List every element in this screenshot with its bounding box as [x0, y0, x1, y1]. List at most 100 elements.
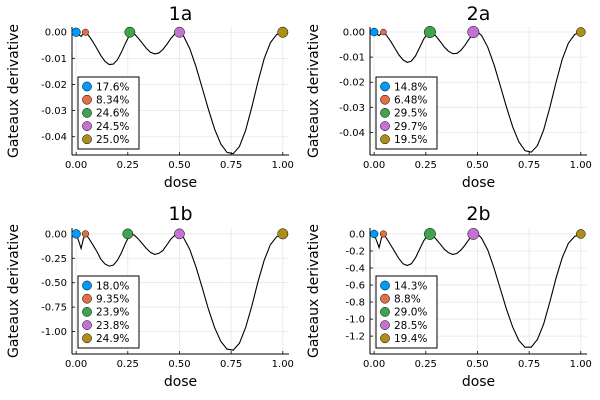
derivative-curve: [373, 232, 582, 348]
y-axis-label: Gateaux derivative: [6, 224, 22, 358]
x-tick-label: 0.00: [65, 359, 87, 370]
legend-label: 24.9%: [96, 333, 129, 345]
point-s2: [81, 28, 89, 36]
point-s4: [467, 26, 480, 39]
legend-label: 8.34%: [96, 95, 129, 107]
panel-title: 1b: [168, 203, 192, 225]
point-s5: [576, 229, 586, 239]
y-tick-label: -0.03: [41, 106, 67, 117]
x-tick-label: 0.75: [518, 160, 540, 171]
y-tick-label: -0.01: [41, 54, 67, 65]
legend-marker: [380, 108, 390, 118]
point-s1: [369, 229, 379, 239]
legend-label: 25.0%: [96, 134, 129, 146]
legend-marker: [380, 307, 390, 317]
legend-label: 18.0%: [96, 280, 129, 292]
panel-title: 2a: [467, 3, 491, 25]
point-s3: [122, 228, 134, 240]
point-s3: [124, 26, 136, 38]
legend-marker: [82, 81, 92, 92]
point-s1: [71, 27, 81, 37]
y-tick-label: -0.8: [345, 298, 365, 309]
x-axis-label: dose: [164, 374, 197, 390]
legend-marker: [82, 320, 92, 330]
point-s5: [277, 26, 289, 38]
legend-label: 19.4%: [394, 333, 427, 345]
derivative-curve: [75, 232, 284, 351]
y-tick-label: 0.0: [349, 229, 365, 240]
point-s4: [467, 228, 480, 240]
y-tick-label: -0.4: [345, 264, 365, 275]
x-tick-label: 0.25: [117, 160, 139, 171]
legend-marker: [380, 293, 390, 304]
legend-label: 29.5%: [394, 108, 427, 120]
y-tick-label: -0.2: [345, 246, 365, 257]
y-tick-label: 0.00: [45, 229, 67, 240]
legend-label: 23.9%: [96, 307, 129, 319]
x-tick-label: 0.50: [168, 359, 190, 370]
legend-marker: [82, 293, 92, 304]
y-tick-label: -0.25: [41, 254, 67, 265]
x-tick-label: 1.00: [570, 160, 592, 171]
legend-marker: [82, 94, 92, 105]
y-tick-label: -0.04: [41, 132, 67, 143]
legend: 18.0% 9.35%23.9%23.8%24.9%: [77, 275, 140, 349]
legend-label: 29.0%: [394, 307, 427, 319]
x-tick-label: 0.75: [518, 359, 540, 370]
point-s2: [81, 230, 90, 238]
panel-2b: 0.00 0.25 0.50 0.75 1.00 0.0 -0.2 -0.4 -0.6 -0.8 -…: [306, 203, 592, 390]
legend-marker: [82, 134, 92, 145]
y-tick-label: 0.00: [45, 28, 67, 39]
legend-label: 24.5%: [96, 121, 129, 133]
legend-marker: [380, 333, 390, 344]
legend: 14.8% 6.48%29.5%29.7%19.5%: [375, 76, 438, 150]
panel-2a: 0.00 0.25 0.50 0.75 1.00 0.00 -0.01 -0.02 -0.03 -…: [306, 3, 592, 191]
point-s5: [576, 27, 586, 37]
legend-marker: [380, 81, 390, 92]
legend-marker: [380, 280, 390, 291]
y-tick-label: -1.0: [345, 315, 365, 326]
x-tick-label: 0.75: [220, 160, 242, 171]
x-tick-label: 0.00: [65, 160, 87, 171]
point-s1: [369, 27, 379, 37]
legend-label: 24.6%: [96, 108, 129, 120]
y-tick-label: -0.6: [345, 281, 365, 292]
x-tick-label: 0.00: [363, 160, 385, 171]
panel-1a: 0.00 0.25 0.50 0.75 1.00 0.00 -0.01 -0.02 -0.03 -…: [6, 3, 294, 191]
y-axis-label: Gateaux derivative: [306, 24, 322, 158]
legend: 17.6% 8.34%24.6%24.5%25.0%: [77, 76, 140, 150]
y-tick-label: -0.01: [339, 53, 365, 64]
legend-label: 6.48%: [394, 95, 427, 107]
point-s2: [379, 230, 387, 238]
x-tick-label: 0.25: [415, 359, 437, 370]
y-axis-label: Gateaux derivative: [306, 224, 322, 358]
point-s5: [277, 228, 289, 240]
point-s2: [380, 28, 387, 36]
legend-label: 19.5%: [394, 134, 427, 146]
x-tick-label: 0.25: [117, 359, 139, 370]
legend-marker: [380, 94, 390, 105]
point-s4: [174, 228, 185, 240]
legend-marker: [82, 307, 92, 317]
x-tick-label: 0.25: [415, 160, 437, 171]
x-tick-label: 1.00: [570, 359, 592, 370]
legend-marker: [82, 108, 92, 118]
point-s3: [423, 26, 436, 39]
legend-label: 14.3%: [394, 280, 427, 292]
legend-marker: [82, 121, 92, 131]
point-s4: [174, 26, 185, 38]
derivative-curve: [75, 31, 283, 155]
legend-label: 23.8%: [96, 320, 129, 332]
y-tick-label: -0.75: [41, 303, 67, 314]
x-tick-label: 1.00: [272, 160, 294, 171]
legend-marker: [380, 320, 390, 330]
x-tick-label: 0.50: [466, 160, 488, 171]
y-tick-label: -0.02: [339, 78, 365, 89]
y-tick-label: -0.03: [339, 103, 365, 114]
x-axis-label: dose: [462, 175, 495, 191]
y-axis-label: Gateaux derivative: [6, 24, 22, 158]
legend-marker: [380, 134, 390, 145]
derivative-curve: [373, 31, 582, 153]
point-s1: [71, 229, 81, 239]
